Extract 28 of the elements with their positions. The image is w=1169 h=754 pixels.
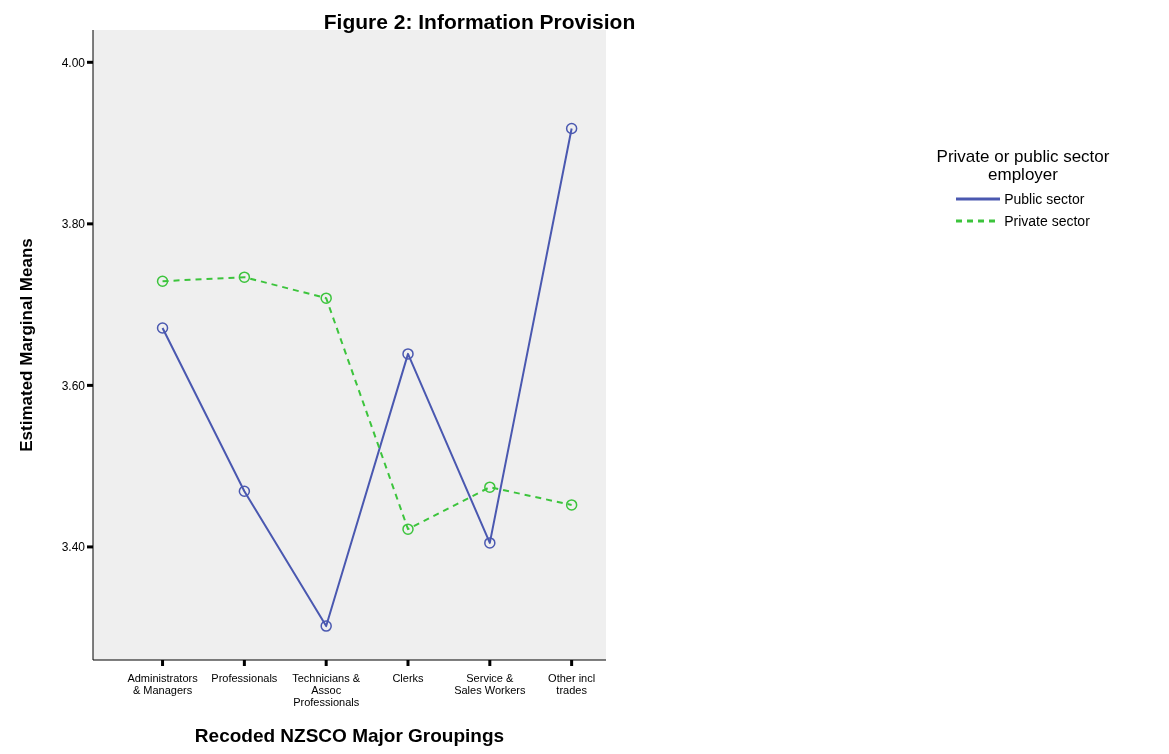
point xyxy=(320,620,332,632)
y-axis-title: Estimated Marginal Means xyxy=(17,238,37,452)
y-tick-label: 4.00 xyxy=(61,55,86,70)
y-tick-label: 3.40 xyxy=(61,540,86,555)
point xyxy=(484,537,496,549)
legend-label: Private sector xyxy=(1004,213,1090,229)
point xyxy=(402,348,414,360)
point xyxy=(320,292,332,304)
point xyxy=(238,271,251,283)
x-tick-label: Other incl trades xyxy=(548,672,596,696)
y-tick-label: 3.60 xyxy=(61,378,86,393)
x-tick-label: Clerks xyxy=(392,672,425,684)
x-tick-label: Technicians & Assoc Professionals xyxy=(292,672,361,708)
legend-label: Public sector xyxy=(1004,191,1085,207)
chart-title: Figure 2: Information Provision xyxy=(322,10,637,34)
x-tick-label: Service & Sales Workers xyxy=(454,672,526,696)
x-tick-label: Professionals xyxy=(211,672,278,684)
y-tick-label: 3.80 xyxy=(61,217,86,232)
point xyxy=(156,322,169,334)
point xyxy=(565,122,578,135)
x-tick-label: Administrators & Managers xyxy=(127,672,199,696)
point xyxy=(565,499,578,511)
x-axis-title: Recoded NZSCO Major Groupings xyxy=(194,725,505,746)
point xyxy=(402,523,414,535)
point xyxy=(156,275,169,287)
point xyxy=(484,481,496,493)
point xyxy=(238,485,251,497)
legend-title: Private or public sector employer xyxy=(935,147,1111,184)
